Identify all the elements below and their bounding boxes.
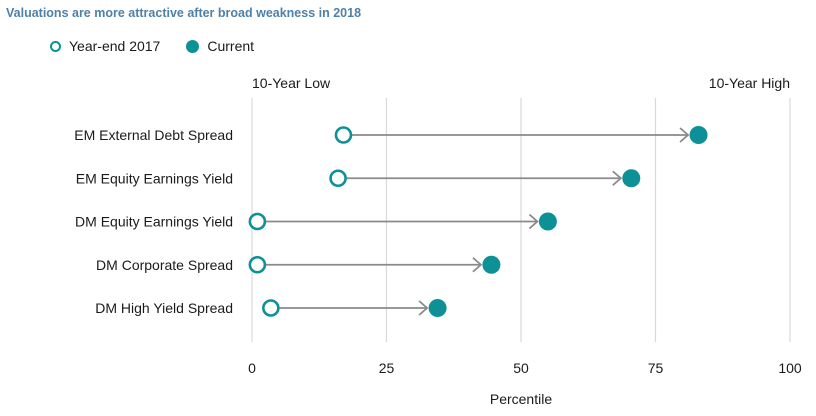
point-year-end-2017-em-external-debt-spread <box>334 126 353 144</box>
x-tick-label-25: 25 <box>379 360 395 376</box>
point-current-em-external-debt-spread <box>689 126 708 144</box>
row-dm-high-yield-spread: DM High Yield Spread <box>95 299 447 317</box>
row-dm-equity-earnings-yield: DM Equity Earnings Yield <box>75 212 557 231</box>
row-em-equity-earnings-yield: EM Equity Earnings Yield <box>76 169 641 188</box>
arrow-head-dm-corporate-spread <box>472 257 483 273</box>
arrow-head-dm-high-yield-spread <box>418 300 429 316</box>
chart-title: Valuations are more attractive after bro… <box>6 6 362 20</box>
data-rows: EM External Debt Spread EM Equity Earning… <box>74 126 708 317</box>
arrow-head-em-external-debt-spread <box>679 127 690 143</box>
open-circle-icon <box>50 40 61 52</box>
endpoint-label-high: 10-Year High <box>709 75 790 91</box>
point-year-end-2017-em-equity-earnings-yield <box>329 169 347 188</box>
row-em-external-debt-spread: EM External Debt Spread <box>74 126 708 144</box>
point-current-em-equity-earnings-yield <box>622 169 641 188</box>
category-label-dm-corporate-spread: DM Corporate Spread <box>96 257 233 273</box>
row-dm-corporate-spread: DM Corporate Spread <box>96 255 501 274</box>
arrow-head-em-equity-earnings-yield <box>612 170 623 186</box>
x-tick-label-100: 100 <box>778 360 802 376</box>
point-year-end-2017-dm-equity-earnings-yield <box>248 212 267 231</box>
x-axis-label: Percentile <box>490 391 552 407</box>
arrow-head-dm-equity-earnings-yield <box>528 213 539 230</box>
legend-label-year-end-2017: Year-end 2017 <box>69 38 161 54</box>
legend: Year-end 2017 Current <box>50 38 280 54</box>
point-current-dm-equity-earnings-yield <box>538 212 557 231</box>
point-current-dm-corporate-spread <box>482 255 501 274</box>
x-axis-ticks: 0 25 50 75 100 <box>248 360 802 376</box>
category-label-dm-equity-earnings-yield: DM Equity Earnings Yield <box>75 214 233 230</box>
category-label-em-external-debt-spread: EM External Debt Spread <box>74 127 233 143</box>
endpoint-label-low: 10-Year Low <box>252 75 331 91</box>
legend-item-year-end-2017: Year-end 2017 <box>50 38 160 54</box>
legend-label-current: Current <box>207 38 255 54</box>
point-current-dm-high-yield-spread <box>428 299 447 317</box>
category-label-dm-high-yield-spread: DM High Yield Spread <box>95 300 233 316</box>
x-tick-label-50: 50 <box>513 360 529 376</box>
legend-item-current: Current <box>186 38 254 54</box>
filled-circle-icon <box>186 39 200 53</box>
x-tick-label-0: 0 <box>248 360 256 376</box>
x-tick-label-75: 75 <box>648 360 664 376</box>
point-year-end-2017-dm-corporate-spread <box>248 255 267 274</box>
category-label-em-equity-earnings-yield: EM Equity Earnings Yield <box>76 170 233 186</box>
point-year-end-2017-dm-high-yield-spread <box>262 299 280 317</box>
